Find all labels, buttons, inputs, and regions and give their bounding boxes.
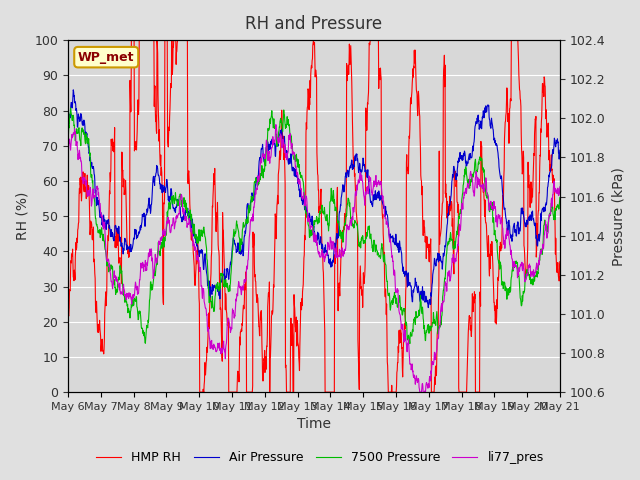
7500 Pressure — [229, 246, 237, 252]
li77_pres — [228, 306, 236, 312]
HMP RH — [196, 389, 204, 395]
7500 Pressure — [390, 295, 398, 300]
7500 Pressure — [455, 214, 463, 219]
Air Pressure — [556, 147, 564, 153]
li77_pres — [64, 144, 72, 150]
7500 Pressure — [406, 341, 413, 347]
Line: HMP RH: HMP RH — [68, 40, 560, 392]
Y-axis label: Pressure (kPa): Pressure (kPa) — [611, 167, 625, 265]
Air Pressure — [229, 240, 237, 246]
7500 Pressure — [162, 233, 170, 239]
li77_pres — [173, 215, 181, 221]
Line: li77_pres: li77_pres — [68, 125, 560, 392]
7500 Pressure — [64, 134, 72, 140]
li77_pres — [416, 389, 424, 395]
7500 Pressure — [174, 201, 182, 206]
li77_pres — [272, 122, 280, 128]
Air Pressure — [499, 183, 506, 189]
Text: WP_met: WP_met — [78, 51, 134, 64]
HMP RH — [174, 37, 182, 43]
Air Pressure — [64, 125, 72, 131]
HMP RH — [162, 37, 170, 43]
Legend: HMP RH, Air Pressure, 7500 Pressure, li77_pres: HMP RH, Air Pressure, 7500 Pressure, li7… — [92, 446, 548, 469]
Y-axis label: RH (%): RH (%) — [15, 192, 29, 240]
7500 Pressure — [499, 280, 506, 286]
HMP RH — [499, 224, 506, 230]
HMP RH — [390, 389, 398, 395]
HMP RH — [455, 385, 463, 391]
7500 Pressure — [67, 105, 74, 111]
li77_pres — [455, 234, 463, 240]
HMP RH — [229, 389, 237, 395]
li77_pres — [162, 232, 170, 238]
Air Pressure — [424, 305, 432, 311]
Air Pressure — [455, 156, 463, 161]
Air Pressure — [390, 240, 398, 245]
Title: RH and Pressure: RH and Pressure — [245, 15, 383, 33]
li77_pres — [499, 220, 506, 226]
HMP RH — [64, 319, 72, 324]
li77_pres — [390, 272, 398, 278]
Air Pressure — [174, 196, 182, 202]
HMP RH — [556, 259, 564, 264]
Air Pressure — [69, 87, 77, 93]
7500 Pressure — [556, 195, 564, 201]
Line: Air Pressure: Air Pressure — [68, 90, 560, 308]
HMP RH — [127, 37, 135, 43]
li77_pres — [556, 184, 564, 190]
Line: 7500 Pressure: 7500 Pressure — [68, 108, 560, 344]
Air Pressure — [162, 185, 170, 191]
X-axis label: Time: Time — [297, 418, 331, 432]
